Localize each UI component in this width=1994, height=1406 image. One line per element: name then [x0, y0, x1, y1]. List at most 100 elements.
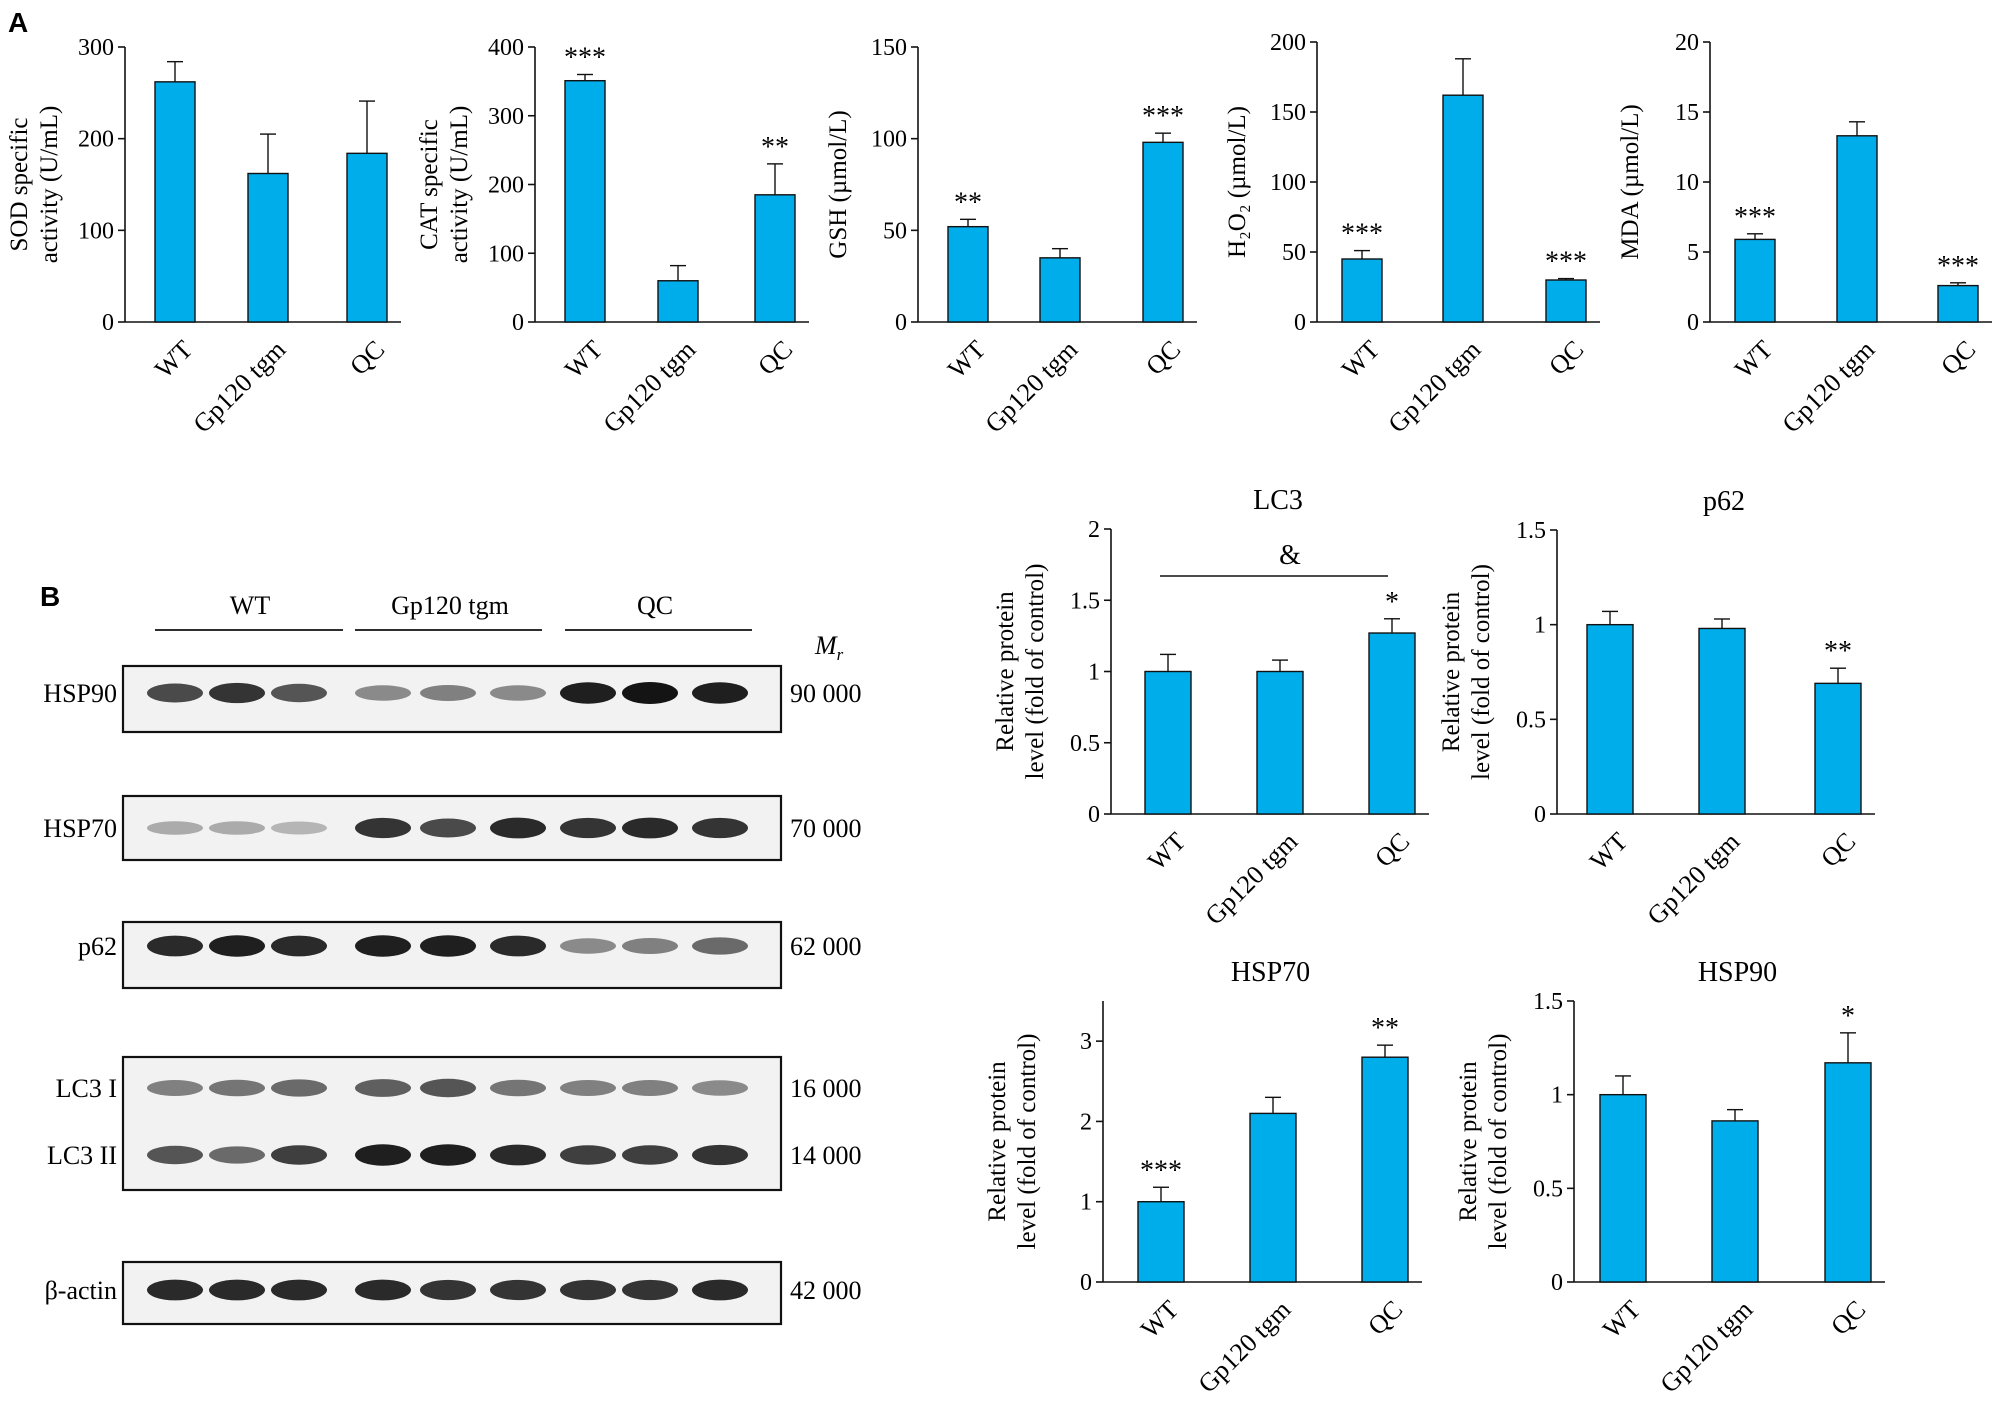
y-axis-label: H₂O₂ (µmol/L) [1224, 106, 1251, 258]
y-tick-label: 0 [1534, 802, 1546, 828]
category-label: QC [1543, 335, 1589, 381]
blot-row-label: LC3 II [47, 1141, 117, 1170]
category-label: WT [1597, 1295, 1646, 1344]
blot-band [147, 683, 203, 703]
y-tick-label: 1 [1080, 1190, 1092, 1216]
panel-label-b: B [40, 581, 60, 612]
y-tick-label: 0 [102, 310, 114, 336]
bar [1711, 1120, 1759, 1283]
category-label: QC [1935, 335, 1981, 381]
y-axis-label: level (fold of control) [1022, 564, 1049, 780]
mr-header-main: M [814, 631, 838, 660]
category-label: Gp120 tgm [1777, 335, 1881, 439]
y-axis-label: activity (U/mL) [36, 106, 63, 264]
bar [564, 79, 606, 323]
blot-band [420, 685, 476, 701]
significance-label: *** [1545, 247, 1587, 278]
bar [1734, 238, 1776, 323]
bar [1144, 670, 1192, 815]
y-tick-label: 150 [1270, 100, 1306, 126]
category-label: Gp120 tgm [1193, 1295, 1297, 1399]
blot-box [121, 1055, 783, 1192]
blot-band [490, 685, 546, 701]
blot-band [147, 1080, 203, 1096]
bar [346, 152, 388, 323]
chart-1: 0 100 200 300 SOD specific activity (U/mL) WTG… [6, 35, 401, 439]
blot-band [622, 1279, 678, 1301]
blot-band [560, 682, 616, 704]
bar [1039, 257, 1081, 323]
blot-molecular-weight: 90 000 [790, 679, 862, 708]
y-axis-label: SOD specific [6, 118, 33, 252]
y-axis-label: Relative protein [1438, 591, 1465, 752]
category-label: QC [1369, 827, 1415, 873]
blot-band [490, 817, 546, 839]
blot-band [271, 821, 327, 835]
bar [1256, 670, 1304, 815]
category-label: Gp120 tgm [188, 335, 292, 439]
y-axis-label: Relative protein [1455, 1061, 1482, 1222]
y-axis-label: Relative protein [992, 591, 1019, 752]
blot-group-label: Gp120 tgm [391, 591, 509, 620]
blot-band [420, 1078, 476, 1098]
bar [1137, 1201, 1185, 1283]
y-tick-label: 15 [1675, 100, 1699, 126]
chart-title: HSP90 [1698, 957, 1777, 988]
bar [1249, 1112, 1297, 1283]
chart-title: p62 [1703, 486, 1745, 517]
category-label: Gp120 tgm [1383, 335, 1487, 439]
y-tick-label: 1 [1088, 660, 1100, 686]
blot-molecular-weight: 14 000 [790, 1141, 862, 1170]
bar [754, 194, 796, 323]
blot-band [271, 1145, 327, 1165]
significance-label: ** [761, 132, 789, 163]
bar [1599, 1093, 1647, 1283]
category-label: QC [752, 335, 798, 381]
blot-band [622, 938, 678, 954]
y-tick-label: 200 [488, 173, 524, 199]
bar [947, 225, 989, 323]
blot-band [692, 682, 748, 704]
blot-band [271, 1279, 327, 1301]
blot-band [209, 682, 265, 704]
chart-9: 0 0.5 1 1.5 Relative protein level (fold of c… [1455, 957, 1885, 1399]
blot-band [209, 1146, 265, 1164]
blot-band [490, 935, 546, 957]
y-tick-label: 10 [1675, 170, 1699, 196]
blot-band [692, 937, 748, 955]
significance-label: ** [1371, 1013, 1399, 1044]
y-tick-label: 0 [512, 310, 524, 336]
mr-header-sub: r [837, 645, 844, 664]
category-label: QC [1825, 1295, 1871, 1341]
blot-band [622, 817, 678, 839]
category-label: QC [1362, 1295, 1408, 1341]
y-tick-label: 0 [1294, 310, 1306, 336]
bar [1836, 135, 1878, 323]
y-tick-label: 0.5 [1533, 1176, 1563, 1202]
blot-band [560, 817, 616, 839]
y-axis-label: level (fold of control) [1485, 1034, 1512, 1250]
y-tick-label: 0.5 [1516, 707, 1546, 733]
blot-band [560, 1279, 616, 1301]
category-label: WT [1142, 827, 1191, 876]
blot-row-label: HSP90 [43, 679, 117, 708]
y-axis-label: activity (U/mL) [446, 106, 473, 264]
blot-band [560, 1145, 616, 1165]
y-tick-label: 150 [871, 35, 907, 61]
bar [1142, 141, 1184, 323]
bar [1361, 1056, 1409, 1283]
category-label: QC [1140, 335, 1186, 381]
bar [1442, 94, 1484, 323]
y-tick-label: 1.5 [1533, 989, 1563, 1015]
blot-band [420, 1144, 476, 1166]
y-tick-label: 1 [1534, 613, 1546, 639]
y-tick-label: 0 [1551, 1270, 1563, 1296]
significance-label: *** [1142, 101, 1184, 132]
blot-molecular-weight: 42 000 [790, 1276, 862, 1305]
blot-band [560, 1080, 616, 1096]
y-axis-label: level (fold of control) [1468, 564, 1495, 780]
blot-band [147, 1279, 203, 1301]
blot-band [209, 821, 265, 835]
